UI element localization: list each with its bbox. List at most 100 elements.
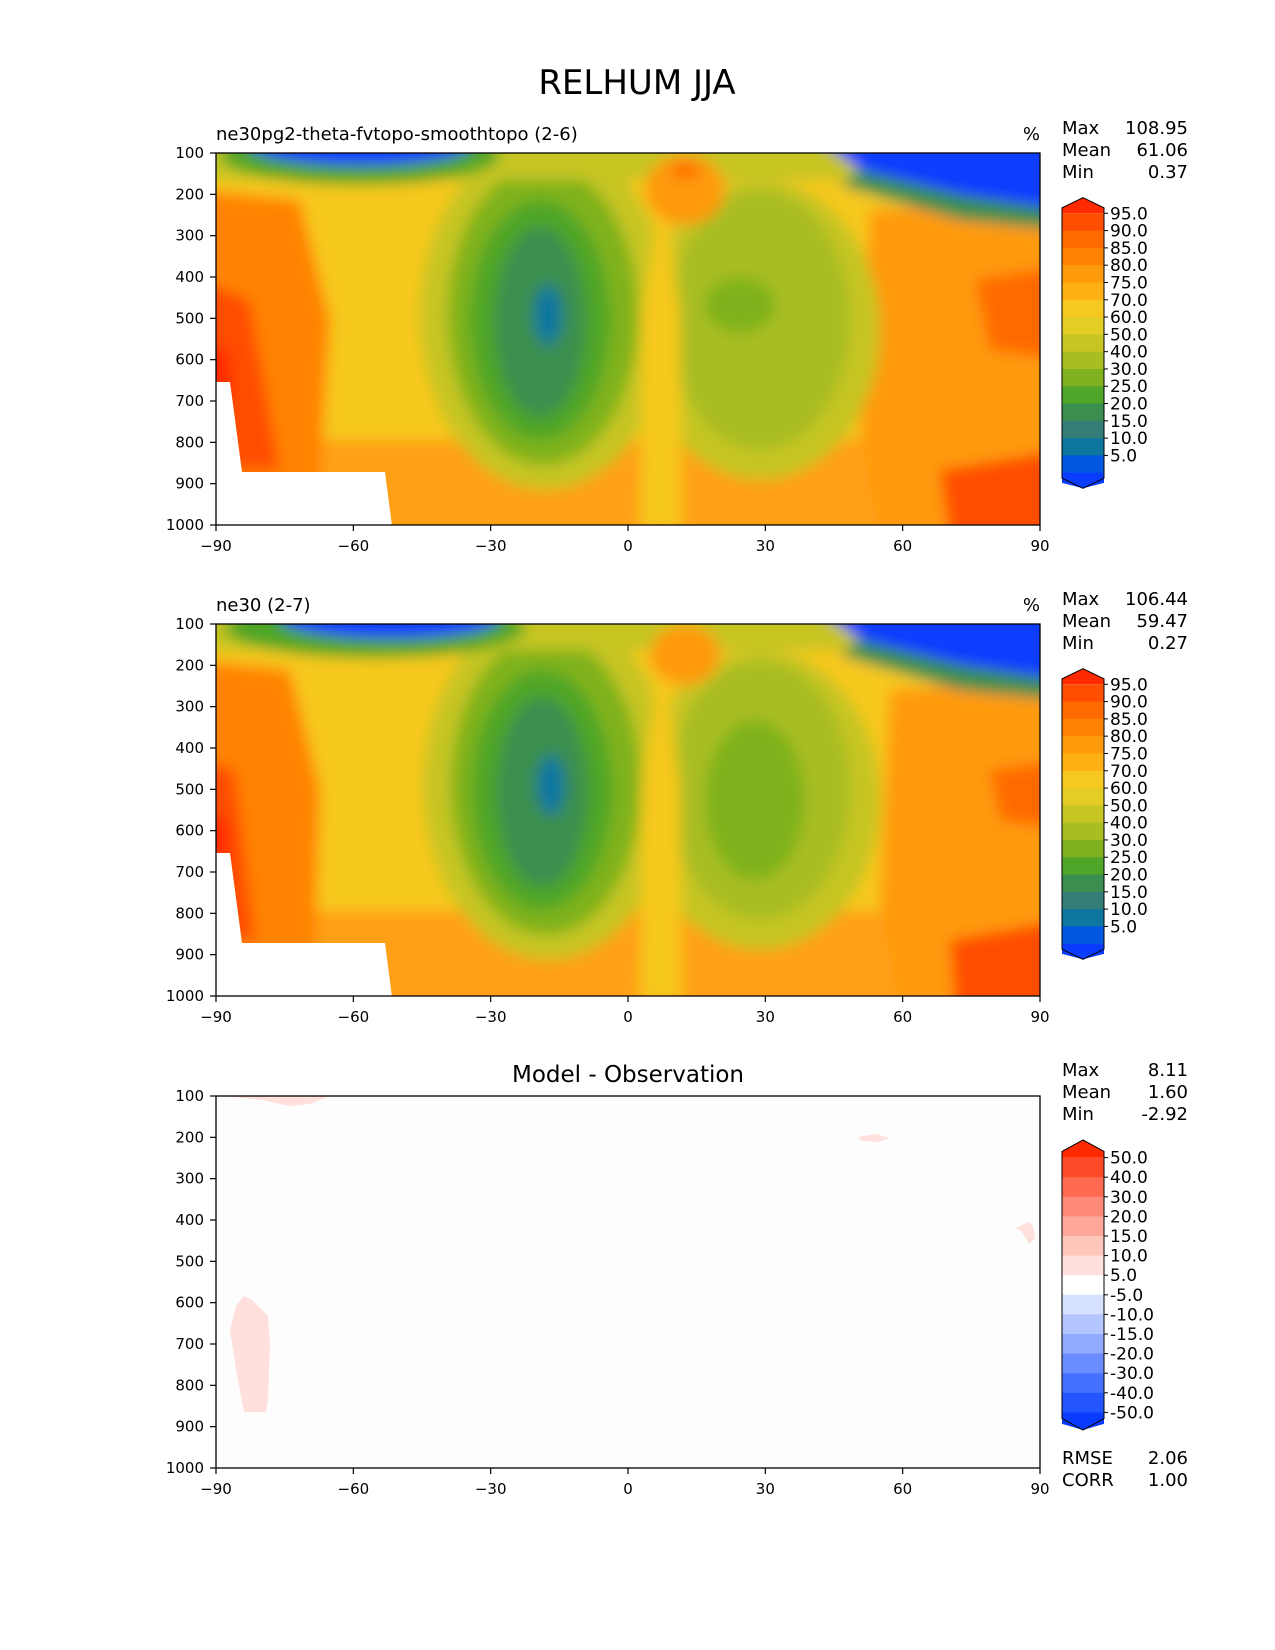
y-tick-label: 1000 — [166, 987, 204, 1005]
colorbar-label: 20.0 — [1110, 395, 1148, 415]
stat-max-value: 8.11 — [1148, 1060, 1188, 1081]
colorbar-label: 30.0 — [1110, 360, 1148, 380]
panel-test-title: ne30pg2-theta-fvtopo-smoothtopo (2-6) — [216, 124, 578, 145]
colorbar-label: 70.0 — [1110, 762, 1148, 782]
y-tick-label: 400 — [175, 268, 204, 286]
colorbar-outline — [1061, 1139, 1105, 1431]
panel-difference-title: Model - Observation — [512, 1062, 744, 1088]
y-tick-label: 900 — [175, 1418, 204, 1436]
colorbar-label: 40.0 — [1110, 1168, 1148, 1188]
colorbar-segment — [1062, 247, 1104, 266]
colorbar-segment — [1062, 943, 1104, 960]
colorbar-segment — [1062, 1255, 1104, 1276]
colorbar-label: 10.0 — [1110, 900, 1148, 920]
y-tick-label: 1000 — [166, 516, 204, 534]
colorbar-segment — [1062, 368, 1104, 387]
colorbar-label: 30.0 — [1110, 831, 1148, 851]
colorbar-label: -10.0 — [1110, 1305, 1154, 1325]
colorbar-label: 10.0 — [1110, 429, 1148, 449]
field-polar-upper-core — [259, 153, 461, 165]
colorbar-label: 50.0 — [1110, 325, 1148, 345]
colorbar-segment — [1062, 1157, 1104, 1178]
colorbar-label: 80.0 — [1110, 256, 1148, 276]
colorbar-label: 15.0 — [1110, 412, 1148, 432]
colorbar-label: 20.0 — [1110, 1207, 1148, 1227]
colorbar-segment — [1062, 701, 1104, 720]
colorbar-label: 20.0 — [1110, 866, 1148, 886]
diff-patch-nh-polar — [1016, 1222, 1035, 1244]
y-tick-label: 900 — [175, 946, 204, 964]
colorbar-label: 90.0 — [1110, 693, 1148, 713]
colorbar-label: -20.0 — [1110, 1345, 1154, 1365]
colorbar-segment — [1062, 1373, 1104, 1394]
field-nh-upper-dry-edge — [840, 640, 1040, 698]
colorbar-segment — [1062, 736, 1104, 755]
y-tick-label: 400 — [175, 739, 204, 757]
colorbar-label: 40.0 — [1110, 343, 1148, 363]
colorbar-segment — [1062, 1294, 1104, 1315]
stat-max-value: 108.95 — [1125, 118, 1188, 139]
colorbar-segment — [1062, 718, 1104, 737]
stat-max-label: Max — [1062, 589, 1100, 610]
panel-reference: ne30 (2-7) % Max 106.44 Mean 59.47 Min 0… — [166, 589, 1188, 1026]
colorbar-label: 40.0 — [1110, 814, 1148, 834]
metric-rmse-label: RMSE — [1062, 1448, 1113, 1469]
x-tick-label: −30 — [475, 1008, 507, 1026]
colorbar-label: 5.0 — [1110, 917, 1137, 937]
diff-patch-nh-upper — [858, 1134, 890, 1142]
colorbar-segment — [1062, 874, 1104, 893]
colorbar-segment — [1062, 197, 1104, 214]
field-equatorial-moist — [640, 640, 690, 996]
panel-difference-stats: Max 8.11 Mean 1.60 Min -2.92 — [1062, 1060, 1188, 1125]
colorbar-label: -50.0 — [1110, 1403, 1154, 1423]
topography-mask — [216, 382, 392, 525]
y-tick-label: 700 — [175, 863, 204, 881]
colorbar-label: 5.0 — [1110, 446, 1137, 466]
x-tick-label: −90 — [200, 1008, 232, 1026]
x-tick-label: 0 — [623, 1008, 633, 1026]
x-tick-label: 0 — [623, 1480, 633, 1498]
colorbar-segment — [1062, 1139, 1104, 1158]
colorbar-segment — [1062, 839, 1104, 858]
colorbar-segment — [1062, 282, 1104, 301]
colorbar-segment — [1062, 770, 1104, 789]
colorbar-label: 50.0 — [1110, 1149, 1148, 1169]
colorbar-segment — [1062, 805, 1104, 824]
metric-rmse-value: 2.06 — [1148, 1448, 1188, 1469]
colorbar-label: 80.0 — [1110, 727, 1148, 747]
colorbar-segment — [1062, 334, 1104, 353]
colorbar-segment — [1062, 1216, 1104, 1237]
panel-test-units: % — [1023, 124, 1040, 145]
colorbar-label: -40.0 — [1110, 1384, 1154, 1404]
y-tick-label: 100 — [175, 144, 204, 162]
x-tick-label: 30 — [756, 537, 775, 555]
y-tick-label: 200 — [175, 1128, 204, 1146]
y-tick-label: 100 — [175, 615, 204, 633]
colorbar-label: 90.0 — [1110, 222, 1148, 242]
colorbar-segment — [1062, 230, 1104, 249]
colorbar-segment — [1062, 420, 1104, 439]
field-polar-upper-core — [285, 624, 495, 638]
colorbar-segment — [1062, 668, 1104, 685]
colorbar-label: 30.0 — [1110, 1188, 1148, 1208]
y-tick-label: 700 — [175, 1335, 204, 1353]
colorbar-segment — [1062, 891, 1104, 910]
field-sh-core — [537, 755, 565, 815]
colorbar-label: 95.0 — [1110, 204, 1148, 224]
field-nh-very-moist — [990, 762, 1040, 827]
panel-reference-title: ne30 (2-7) — [216, 595, 311, 616]
panel-reference-colorbar: 95.090.085.080.075.070.060.050.040.030.0… — [1061, 668, 1148, 960]
stat-min-label: Min — [1062, 633, 1094, 654]
stat-max-label: Max — [1062, 118, 1100, 139]
y-tick-label: 100 — [175, 1087, 204, 1105]
panel-test: ne30pg2-theta-fvtopo-smoothtopo (2-6) % … — [166, 118, 1188, 555]
x-tick-label: 30 — [756, 1008, 775, 1026]
field-polar-upper — [220, 153, 500, 185]
colorbar-segment — [1062, 857, 1104, 876]
stat-min-label: Min — [1062, 1104, 1094, 1125]
colorbar-segment — [1062, 1334, 1104, 1355]
field-nh-upper-dry — [838, 624, 1040, 677]
colorbar-label: 25.0 — [1110, 377, 1148, 397]
colorbar-label: 10.0 — [1110, 1247, 1148, 1267]
